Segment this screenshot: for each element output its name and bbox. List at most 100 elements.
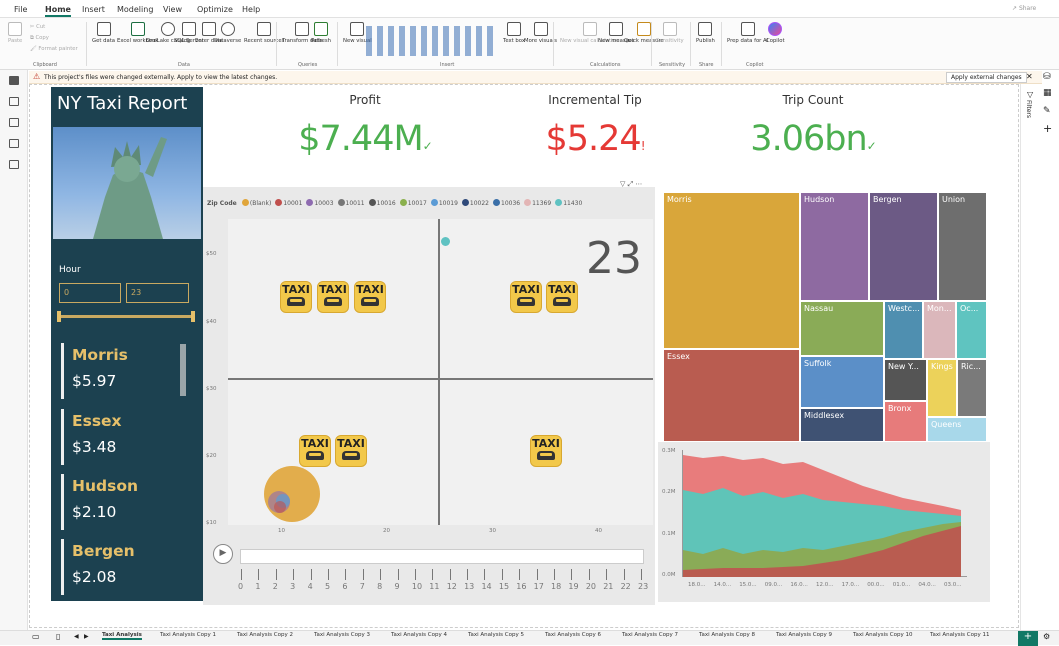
legend-item[interactable]: 10016 xyxy=(368,199,396,207)
page-tab[interactable]: Taxi Analysis Copy 10 xyxy=(853,632,913,638)
add-page-button[interactable]: + xyxy=(1018,631,1038,646)
cards-scrollbar[interactable] xyxy=(180,344,186,396)
treemap-visual[interactable]: Morris Hudson Bergen Union Essex Nassau … xyxy=(663,192,987,442)
treemap-tile[interactable]: Bronx xyxy=(884,401,927,442)
settings-icon[interactable]: ⚙ xyxy=(1043,632,1051,641)
taxi-marker[interactable]: TAXI xyxy=(354,281,386,313)
refresh-button[interactable]: Refresh xyxy=(311,22,331,45)
report-view-icon[interactable] xyxy=(9,76,19,85)
scatter-visual[interactable]: ▽ ⤢ ⋯ Zip Code (Blank) 10001 10003 10011 100… xyxy=(203,180,655,605)
apply-external-changes-button[interactable]: Apply external changes xyxy=(946,72,1027,83)
treemap-tile[interactable]: Nassau xyxy=(800,301,884,356)
taxi-marker[interactable]: TAXI xyxy=(280,281,312,313)
excel-button[interactable]: Excel workbook xyxy=(117,22,158,45)
paste-button[interactable]: Paste xyxy=(8,22,22,45)
prep-data-button[interactable]: Prep data for AI xyxy=(727,22,768,45)
legend-item[interactable]: 10019 xyxy=(430,199,458,207)
page-tab[interactable]: Taxi Analysis Copy 11 xyxy=(930,632,990,638)
taxi-marker[interactable]: TAXI xyxy=(299,435,331,467)
new-measure-button[interactable]: New measure xyxy=(598,22,634,45)
taxi-marker[interactable]: TAXI xyxy=(317,281,349,313)
page-tab[interactable]: Taxi Analysis Copy 9 xyxy=(776,632,832,638)
treemap-tile[interactable]: Ric... xyxy=(957,359,987,417)
table-view-icon[interactable] xyxy=(9,97,19,106)
copilot-button[interactable]: Copilot xyxy=(766,22,785,45)
page-tab[interactable]: Taxi Analysis Copy 6 xyxy=(545,632,601,638)
treemap-tile[interactable]: Union xyxy=(938,192,987,301)
taxi-marker[interactable]: TAXI xyxy=(510,281,542,313)
dax-view-icon[interactable] xyxy=(9,139,19,148)
desktop-icon[interactable]: ▭ xyxy=(32,632,40,641)
onelake-button[interactable]: OneLake catalog xyxy=(146,22,190,45)
page-tab[interactable]: Taxi Analysis Copy 7 xyxy=(622,632,678,638)
legend-item[interactable]: 10036 xyxy=(493,199,520,207)
next-page-icon[interactable]: ▶ xyxy=(84,633,89,640)
hour-slider-handle-min[interactable] xyxy=(57,311,61,322)
county-card[interactable]: Morris $5.97 xyxy=(61,343,179,399)
format-painter-button[interactable]: 🖌 Format painter xyxy=(30,46,78,52)
treemap-tile[interactable]: Queens xyxy=(927,417,987,442)
get-data-button[interactable]: Get data xyxy=(92,22,115,45)
model-view-icon[interactable] xyxy=(9,118,19,127)
more-visuals-button[interactable]: More visuals xyxy=(524,22,557,45)
transform-data-button[interactable]: Transform data xyxy=(282,22,322,45)
menu-view[interactable]: View xyxy=(163,5,182,14)
kpi-profit[interactable]: Profit $7.44M✓ xyxy=(250,93,480,183)
new-visual-calculation-button[interactable]: New visual calculation xyxy=(560,22,619,45)
menu-file[interactable]: File xyxy=(14,5,28,14)
quick-measure-button[interactable]: Quick measure xyxy=(624,22,664,45)
kpi-incremental-tip[interactable]: Incremental Tip $5.24! xyxy=(480,93,710,183)
legend-item[interactable]: 10001 xyxy=(275,199,302,207)
legend-item[interactable]: (Blank) xyxy=(241,199,271,207)
prev-page-icon[interactable]: ◀ xyxy=(74,633,79,640)
legend-item[interactable]: 10017 xyxy=(399,199,427,207)
text-box-button[interactable]: Text box xyxy=(503,22,525,45)
menu-optimize[interactable]: Optimize xyxy=(197,5,233,14)
page-tab[interactable]: Taxi Analysis xyxy=(102,632,142,640)
menu-help[interactable]: Help xyxy=(242,5,261,14)
sql-server-button[interactable]: SQL Server xyxy=(174,22,204,45)
dataverse-button[interactable]: Dataverse xyxy=(214,22,241,45)
menu-insert[interactable]: Insert xyxy=(82,5,105,14)
treemap-tile[interactable]: Oc... xyxy=(956,301,987,359)
new-visual-button[interactable]: New visual xyxy=(343,22,372,45)
filter-icon[interactable]: ▽ xyxy=(1027,90,1034,99)
legend-item[interactable]: 10022 xyxy=(461,199,489,207)
filters-pane-toggle[interactable]: Filters xyxy=(1025,100,1032,118)
visual-header-icons[interactable]: ▽ ⤢ ⋯ xyxy=(620,180,643,188)
legend-item[interactable]: 11430 xyxy=(555,199,582,207)
visual-gallery[interactable] xyxy=(366,26,494,56)
hour-min-input[interactable]: 0 xyxy=(59,283,121,303)
recent-sources-button[interactable]: Recent sources xyxy=(244,22,284,45)
treemap-tile[interactable]: Westc... xyxy=(884,301,923,359)
treemap-tile[interactable]: Morris xyxy=(663,192,800,349)
copy-button[interactable]: ⧉ Copy xyxy=(30,35,49,41)
visualizations-icon[interactable]: ▦ xyxy=(1043,88,1052,98)
share-button[interactable]: ↗ Share xyxy=(1012,5,1037,12)
treemap-tile[interactable]: New Y... xyxy=(884,359,927,401)
county-card[interactable]: Essex $3.48 xyxy=(61,409,179,465)
mobile-icon[interactable]: ▯ xyxy=(56,632,61,641)
add-icon[interactable]: + xyxy=(1043,122,1053,135)
scatter-plot-area[interactable]: 23 xyxy=(228,219,653,525)
treemap-tile[interactable]: Middlesex xyxy=(800,408,884,442)
hour-slider-track[interactable] xyxy=(57,311,195,322)
kpi-trip-count[interactable]: Trip Count 3.06bn✓ xyxy=(698,93,928,183)
taxi-marker[interactable]: TAXI xyxy=(546,281,578,313)
enter-data-button[interactable]: Enter data xyxy=(195,22,223,45)
county-card[interactable]: Hudson $2.10 xyxy=(61,474,179,530)
treemap-tile[interactable]: Hudson xyxy=(800,192,869,301)
hour-max-input[interactable]: 23 xyxy=(126,283,189,303)
hour-slider-handle-max[interactable] xyxy=(191,311,195,322)
county-card[interactable]: Bergen $2.08 xyxy=(61,539,179,595)
treemap-tile[interactable]: Essex xyxy=(663,349,800,442)
legend-item[interactable]: 10011 xyxy=(337,199,365,207)
tmdl-view-icon[interactable] xyxy=(9,160,19,169)
taxi-marker[interactable]: TAXI xyxy=(335,435,367,467)
treemap-tile[interactable]: Bergen xyxy=(869,192,938,301)
page-tab[interactable]: Taxi Analysis Copy 8 xyxy=(699,632,755,638)
area-chart-visual[interactable]: 0.3M 0.2M 0.1M 0.0M 18.0... 14.0... 15.0..… xyxy=(658,442,990,602)
page-tab[interactable]: Taxi Analysis Copy 4 xyxy=(391,632,447,638)
treemap-tile[interactable]: Suffolk xyxy=(800,356,884,408)
database-icon[interactable]: ⛁ xyxy=(1043,72,1051,82)
